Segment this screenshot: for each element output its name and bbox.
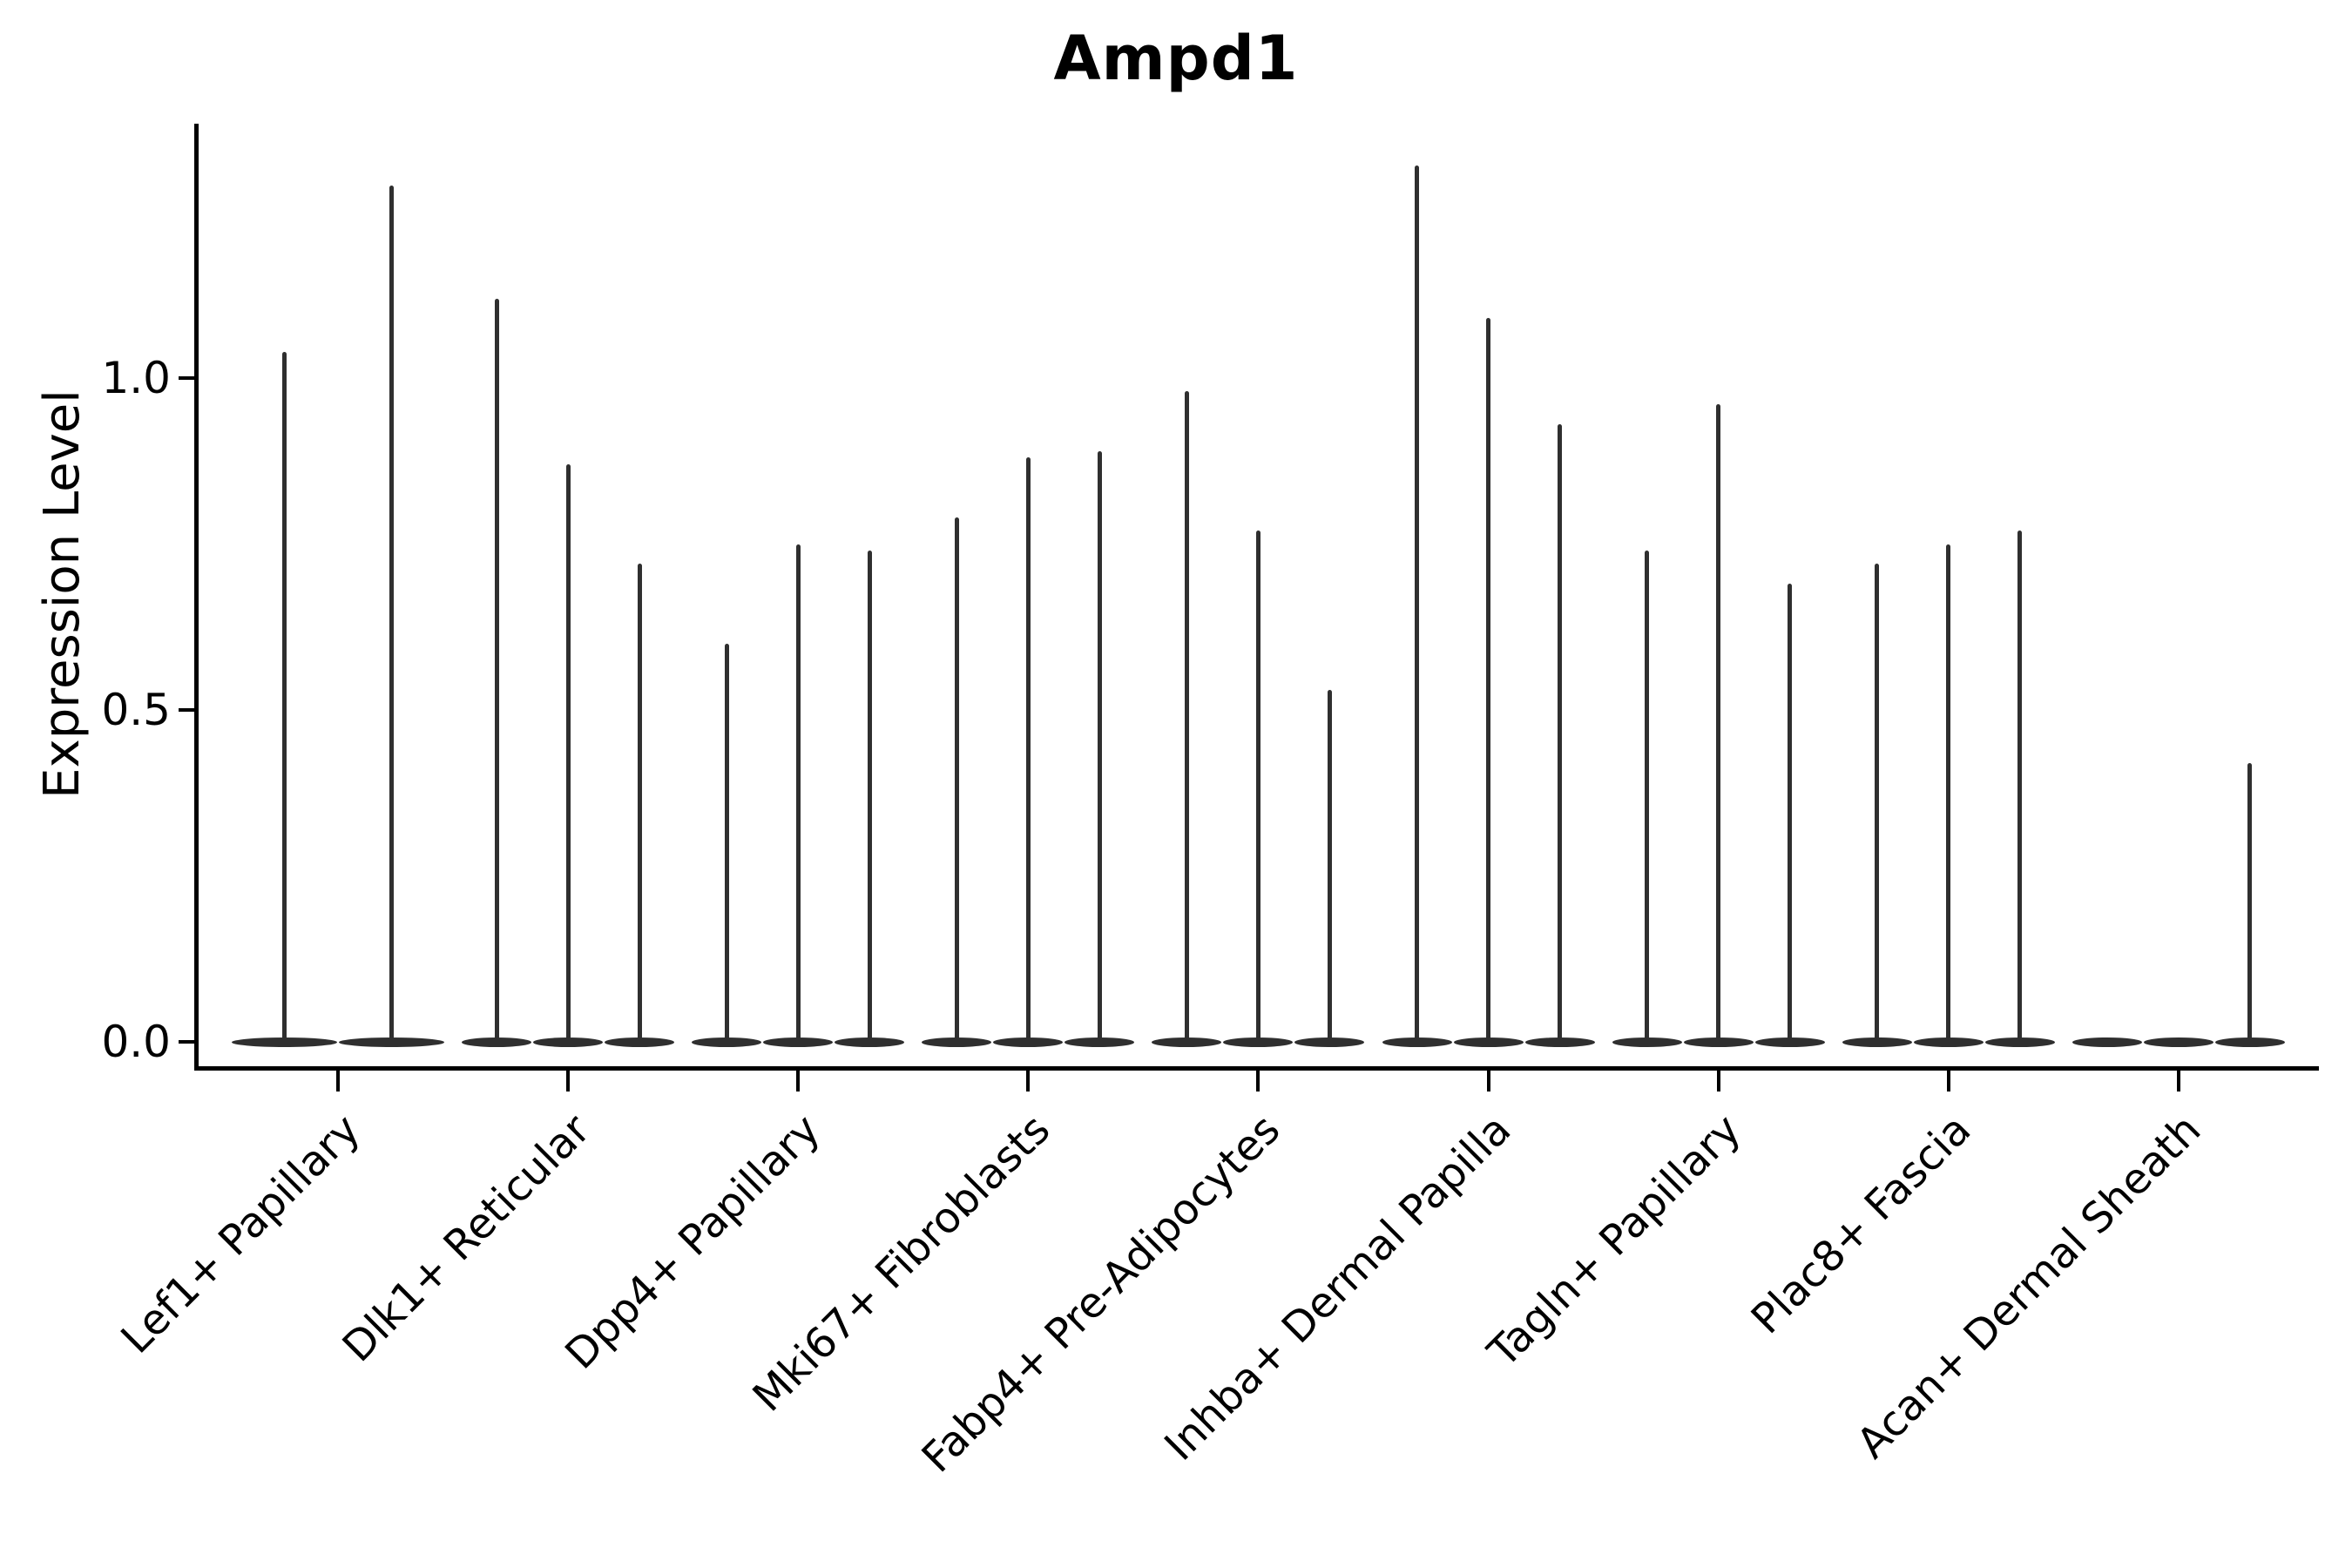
violin-base (922, 1037, 992, 1047)
violin-spike (1255, 531, 1260, 1042)
violin-base (993, 1037, 1064, 1047)
plot-title: Ampd1 (1053, 23, 1299, 94)
violin-spike (1716, 404, 1721, 1042)
x-tick-mark (1946, 1071, 1950, 1092)
violin-base (533, 1037, 604, 1047)
violin-spike (1558, 424, 1562, 1042)
violin-spike (724, 643, 729, 1042)
violin-spike (1946, 544, 1951, 1042)
violin-spike (2017, 531, 2023, 1042)
y-tick-label: 0.5 (101, 685, 171, 735)
x-tick-mark (796, 1071, 801, 1092)
violin-spike (1486, 318, 1490, 1042)
violin-base (835, 1037, 905, 1047)
y-axis-label: Expression Level (34, 389, 91, 799)
violin-base (1294, 1037, 1365, 1047)
violin-base (462, 1037, 532, 1047)
violin-spike (1025, 457, 1031, 1042)
violin-base (1223, 1037, 1294, 1047)
violin-base (605, 1037, 675, 1047)
y-tick-mark (179, 1040, 194, 1044)
y-tick-label: 1.0 (101, 353, 171, 403)
x-tick-mark (1026, 1071, 1031, 1092)
violin-spike (282, 351, 287, 1042)
violin-spike (954, 517, 959, 1042)
x-axis-spine (194, 1066, 2319, 1071)
violin-base (1524, 1037, 1595, 1047)
y-tick-label: 0.0 (101, 1017, 171, 1067)
violin-spike (1645, 551, 1650, 1042)
violin-base (763, 1037, 834, 1047)
y-axis-spine (194, 124, 199, 1071)
violin-base (339, 1037, 444, 1047)
violin-base (1842, 1037, 1912, 1047)
violin-spike (565, 464, 571, 1042)
x-tick-mark (1256, 1071, 1260, 1092)
violin-base (2214, 1037, 2285, 1047)
violin-base (2072, 1037, 2142, 1047)
violin-spike (1327, 690, 1332, 1042)
violin-spike (494, 298, 499, 1042)
violin-base (1152, 1037, 1222, 1047)
violin-spike (1875, 564, 1880, 1042)
x-tick-mark (2176, 1071, 2180, 1092)
x-tick-mark (566, 1071, 571, 1092)
violin-spike (1415, 166, 1419, 1042)
violin-base (1064, 1037, 1135, 1047)
violin-base (692, 1037, 762, 1047)
violin-base (1754, 1037, 1825, 1047)
violin-spike (389, 186, 394, 1042)
x-tick-mark (1716, 1071, 1720, 1092)
x-tick-mark (1486, 1071, 1490, 1092)
y-tick-mark (179, 708, 194, 712)
violin-base (2143, 1037, 2213, 1047)
violin-spike (1097, 450, 1102, 1042)
y-tick-mark (179, 376, 194, 380)
violin-spike (2247, 762, 2253, 1042)
violin-base (1984, 1037, 2055, 1047)
violin-base (232, 1037, 337, 1047)
violin-spike (1788, 584, 1793, 1042)
violin-spike (1184, 391, 1189, 1042)
x-tick-mark (336, 1071, 340, 1092)
violin-base (1612, 1037, 1682, 1047)
violin-base (1382, 1037, 1452, 1047)
violin-base (1453, 1037, 1524, 1047)
violin-base (1913, 1037, 1984, 1047)
violin-spike (637, 564, 642, 1042)
violin-spike (867, 551, 872, 1042)
violin-spike (795, 544, 801, 1042)
violin-base (1683, 1037, 1754, 1047)
